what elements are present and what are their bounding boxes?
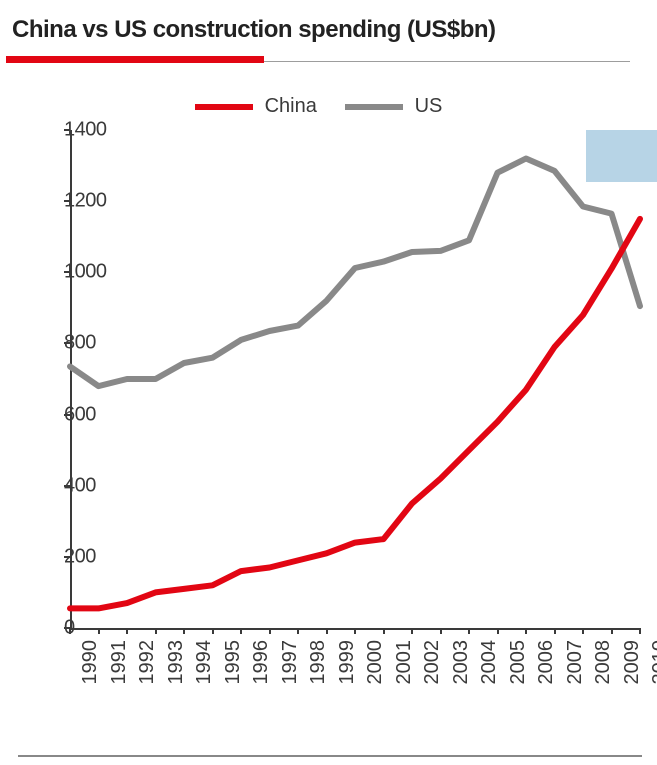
line-chart: China US 0200400600800100012001400 19901… [10,95,650,725]
x-axis-label: 2010 [649,640,657,685]
title-underline-red [6,56,264,63]
title-underline-gray [264,61,630,62]
bottom-divider [18,755,642,757]
chart-lines-svg [10,95,657,638]
series-line-china [70,219,640,609]
chart-title: China vs US construction spending (US$bn… [12,16,496,44]
